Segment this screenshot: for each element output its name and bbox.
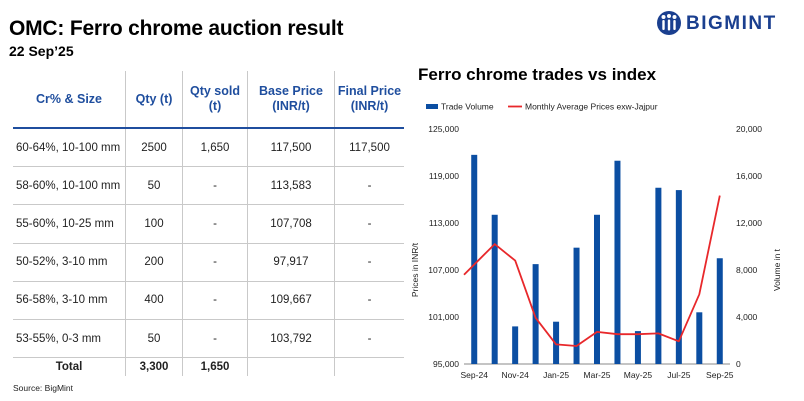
cell-final-price: -: [334, 243, 404, 282]
volume-bar: [696, 312, 703, 364]
cell-base-price: 103,792: [247, 319, 335, 359]
x-tick-label: Nov-24: [501, 370, 529, 380]
cell-base-price: 97,917: [247, 243, 335, 282]
cell-qty: 200: [125, 243, 183, 282]
auction-date: 22 Sep’25: [9, 43, 74, 59]
cell-qty-sold: 1,650: [182, 128, 248, 168]
cell-grade: 56-58%, 3-10 mm: [13, 281, 126, 320]
col-header-base-price: Base Price (INR/t): [247, 71, 335, 129]
volume-bar: [553, 321, 560, 364]
cell-qty-sold: -: [182, 166, 248, 206]
y-tick-label-left: 107,000: [428, 265, 459, 275]
cell-qty: 2500: [125, 128, 183, 168]
chart-legend: Trade Volume Monthly Average Prices exw-…: [426, 102, 658, 112]
x-tick-label: Sep-24: [461, 370, 489, 380]
x-tick-label: May-25: [624, 370, 653, 380]
total-base-price: [247, 357, 335, 377]
cell-base-price: 117,500: [247, 128, 335, 168]
y-tick-label-right: 0: [736, 359, 741, 369]
y-tick-label-left: 95,000: [433, 359, 459, 369]
x-tick-label: Jan-25: [543, 370, 569, 380]
cell-grade: 58-60%, 10-100 mm: [13, 166, 126, 206]
cell-final-price: -: [334, 319, 404, 359]
cell-grade: 55-60%, 10-25 mm: [13, 204, 126, 244]
y-axis-label-right: Volume in t: [772, 248, 782, 291]
y-tick-label-left: 119,000: [429, 171, 459, 181]
table-row: 50-52%, 3-10 mm 200 - 97,917 -: [13, 243, 404, 282]
y-tick-label-right: 4,000: [736, 312, 758, 322]
bigmint-logo: BIGMINT: [656, 10, 796, 36]
volume-bar: [594, 214, 600, 364]
cell-qty-sold: -: [182, 204, 248, 244]
volume-bar: [716, 258, 723, 364]
cell-qty-sold: -: [182, 319, 248, 359]
cell-grade: 60-64%, 10-100 mm: [13, 128, 126, 168]
cell-final-price: -: [334, 281, 404, 320]
cell-qty: 50: [125, 319, 183, 359]
cell-grade: 53-55%, 0-3 mm: [13, 319, 126, 359]
cell-qty-sold: -: [182, 281, 248, 320]
cell-grade: 50-52%, 3-10 mm: [13, 243, 126, 282]
trades-vs-index-chart: Trade Volume Monthly Average Prices exw-…: [410, 102, 782, 381]
legend-price-label: Monthly Average Prices exw-Jajpur: [525, 102, 658, 112]
y-tick-label-right: 8,000: [736, 265, 758, 275]
cell-base-price: 113,583: [247, 166, 335, 206]
chart-title: Ferro chrome trades vs index: [418, 65, 657, 84]
auction-table: Cr% & Size Qty (t) Qty sold (t) Base Pri…: [13, 71, 404, 377]
cell-final-price: -: [334, 166, 404, 206]
volume-bar: [614, 160, 621, 364]
cell-final-price: -: [334, 204, 404, 244]
volume-bar: [532, 264, 539, 364]
price-line: [463, 195, 721, 347]
table-row: 53-55%, 0-3 mm 50 - 103,792 -: [13, 319, 404, 359]
table-total-row: Total 3,300 1,650: [13, 357, 404, 377]
page-title: OMC: Ferro chrome auction result: [9, 17, 344, 40]
col-header-grade: Cr% & Size: [13, 71, 126, 129]
table-row: 58-60%, 10-100 mm 50 - 113,583 -: [13, 166, 404, 206]
cell-qty-sold: -: [182, 243, 248, 282]
x-tick-label: Sep-25: [706, 370, 734, 380]
legend-volume-swatch: [426, 104, 438, 109]
table-header-row: Cr% & Size Qty (t) Qty sold (t) Base Pri…: [13, 71, 404, 129]
total-qty: 3,300: [125, 357, 183, 377]
y-tick-label-right: 20,000: [736, 124, 762, 134]
bigmint-logo-icon: [657, 11, 681, 35]
volume-bar: [491, 214, 498, 364]
total-qty-sold: 1,650: [182, 357, 248, 377]
y-tick-label-left: 125,000: [428, 124, 459, 134]
volume-bar: [634, 331, 641, 364]
brand-name: BIGMINT: [686, 13, 777, 34]
volume-bar: [655, 187, 662, 364]
legend-volume-label: Trade Volume: [441, 102, 494, 112]
volume-bar: [471, 154, 478, 364]
cell-qty: 400: [125, 281, 183, 320]
table-row: 56-58%, 3-10 mm 400 - 109,667 -: [13, 281, 404, 320]
cell-base-price: 107,708: [247, 204, 335, 244]
cell-qty: 50: [125, 166, 183, 206]
table-row: 55-60%, 10-25 mm 100 - 107,708 -: [13, 204, 404, 244]
source-note: Source: BigMint: [13, 383, 73, 393]
x-tick-label: Mar-25: [584, 370, 611, 380]
total-label: Total: [13, 357, 126, 377]
cell-final-price: 117,500: [334, 128, 404, 168]
col-header-qty: Qty (t): [125, 71, 183, 129]
y-tick-label-left: 113,000: [429, 218, 459, 228]
y-axis-label-left: Prices in INR/t: [410, 242, 420, 297]
y-tick-label-left: 101,000: [428, 312, 459, 322]
volume-bar: [573, 247, 580, 364]
volume-bar: [512, 326, 519, 364]
col-header-qty-sold: Qty sold (t): [182, 71, 248, 129]
volume-bar: [675, 190, 682, 364]
x-tick-label: Jul-25: [667, 370, 690, 380]
col-header-final-price: Final Price (INR/t): [334, 71, 404, 129]
table-row: 60-64%, 10-100 mm 2500 1,650 117,500 117…: [13, 128, 404, 168]
total-final-price: [334, 357, 404, 377]
y-tick-label-right: 12,000: [736, 218, 762, 228]
y-tick-label-right: 16,000: [736, 171, 762, 181]
cell-base-price: 109,667: [247, 281, 335, 320]
cell-qty: 100: [125, 204, 183, 244]
